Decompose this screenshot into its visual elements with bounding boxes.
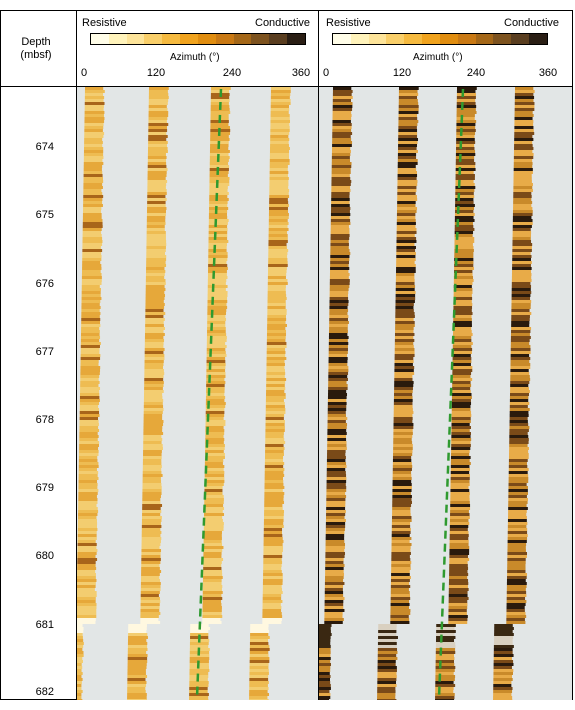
azimuth-axis-label: Azimuth (°) xyxy=(413,52,463,63)
image-pad-strip xyxy=(493,87,535,700)
depth-tick-label: 677 xyxy=(35,346,54,358)
colorbar-swatch xyxy=(439,34,458,44)
colorbar-swatch xyxy=(350,34,369,44)
depth-tick-label: 678 xyxy=(35,414,54,426)
borehole-image-static xyxy=(77,87,291,700)
colorbar-swatch xyxy=(457,34,476,44)
colorbar-swatch xyxy=(333,34,351,44)
depth-title-line1: Depth xyxy=(21,36,51,48)
colorbar-swatch xyxy=(233,34,252,44)
colorbar-swatch xyxy=(386,34,405,44)
depth-tick-label: 679 xyxy=(35,482,54,494)
colorbar-swatch xyxy=(108,34,127,44)
azimuth-tick: 360 xyxy=(538,67,558,79)
resistivity-colorbar xyxy=(90,33,306,45)
depth-tick-label: 682 xyxy=(35,686,54,698)
colorbar-swatch xyxy=(404,34,423,44)
depth-tick-label: 681 xyxy=(35,619,54,631)
azimuth-tick: 120 xyxy=(146,67,166,79)
azimuth-tick: 0 xyxy=(322,67,330,79)
conductive-label: Conductive xyxy=(504,17,560,29)
depth-title-line2: (mbsf) xyxy=(20,49,52,61)
colorbar-swatch xyxy=(475,34,494,44)
image-pad-strip xyxy=(377,87,419,700)
colorbar-swatch xyxy=(144,34,163,44)
depth-column-divider xyxy=(76,10,77,700)
static-image-track xyxy=(77,87,318,700)
image-pad-strip xyxy=(249,87,291,700)
colorbar-swatch xyxy=(287,34,305,44)
azimuth-tick: 360 xyxy=(291,67,311,79)
image-pad-strip xyxy=(435,87,477,700)
resistive-label: Resistive xyxy=(326,17,371,29)
colorbar-swatch xyxy=(368,34,387,44)
dynamic-image-track xyxy=(319,87,572,700)
resistivity-colorbar xyxy=(332,33,548,45)
depth-tick-label: 674 xyxy=(35,141,54,153)
colorbar-swatch xyxy=(251,34,270,44)
azimuth-tick: 120 xyxy=(392,67,412,79)
colorbar-swatch xyxy=(180,34,198,44)
panel-divider xyxy=(318,10,319,700)
image-pad-strip xyxy=(77,87,105,700)
colorbar-swatch xyxy=(197,34,216,44)
colorbar-swatch xyxy=(215,34,234,44)
colorbar-swatch xyxy=(269,34,288,44)
azimuth-axis-label: Azimuth (°) xyxy=(170,52,220,63)
header-divider xyxy=(0,86,573,87)
depth-axis-title: Depth (mbsf) xyxy=(6,36,66,62)
depth-tick-label: 680 xyxy=(35,550,54,562)
conductive-label: Conductive xyxy=(255,17,311,29)
colorbar-swatch xyxy=(162,34,181,44)
colorbar-swatch xyxy=(529,34,547,44)
colorbar-swatch xyxy=(511,34,530,44)
image-pad-strip xyxy=(127,87,169,700)
depth-tick-label: 676 xyxy=(35,278,54,290)
azimuth-tick: 0 xyxy=(80,67,88,79)
colorbar-swatch xyxy=(91,34,109,44)
borehole-image-dynamic xyxy=(319,87,535,700)
resistive-label: Resistive xyxy=(82,17,127,29)
image-pad-strip xyxy=(319,87,353,700)
colorbar-swatch xyxy=(493,34,512,44)
colorbar-swatch xyxy=(126,34,145,44)
dip-trace-line xyxy=(195,88,223,699)
colorbar-swatch xyxy=(422,34,440,44)
dip-trace-line xyxy=(437,88,465,699)
depth-tick-label: 675 xyxy=(35,209,54,221)
azimuth-tick: 240 xyxy=(466,67,486,79)
azimuth-tick: 240 xyxy=(222,67,242,79)
